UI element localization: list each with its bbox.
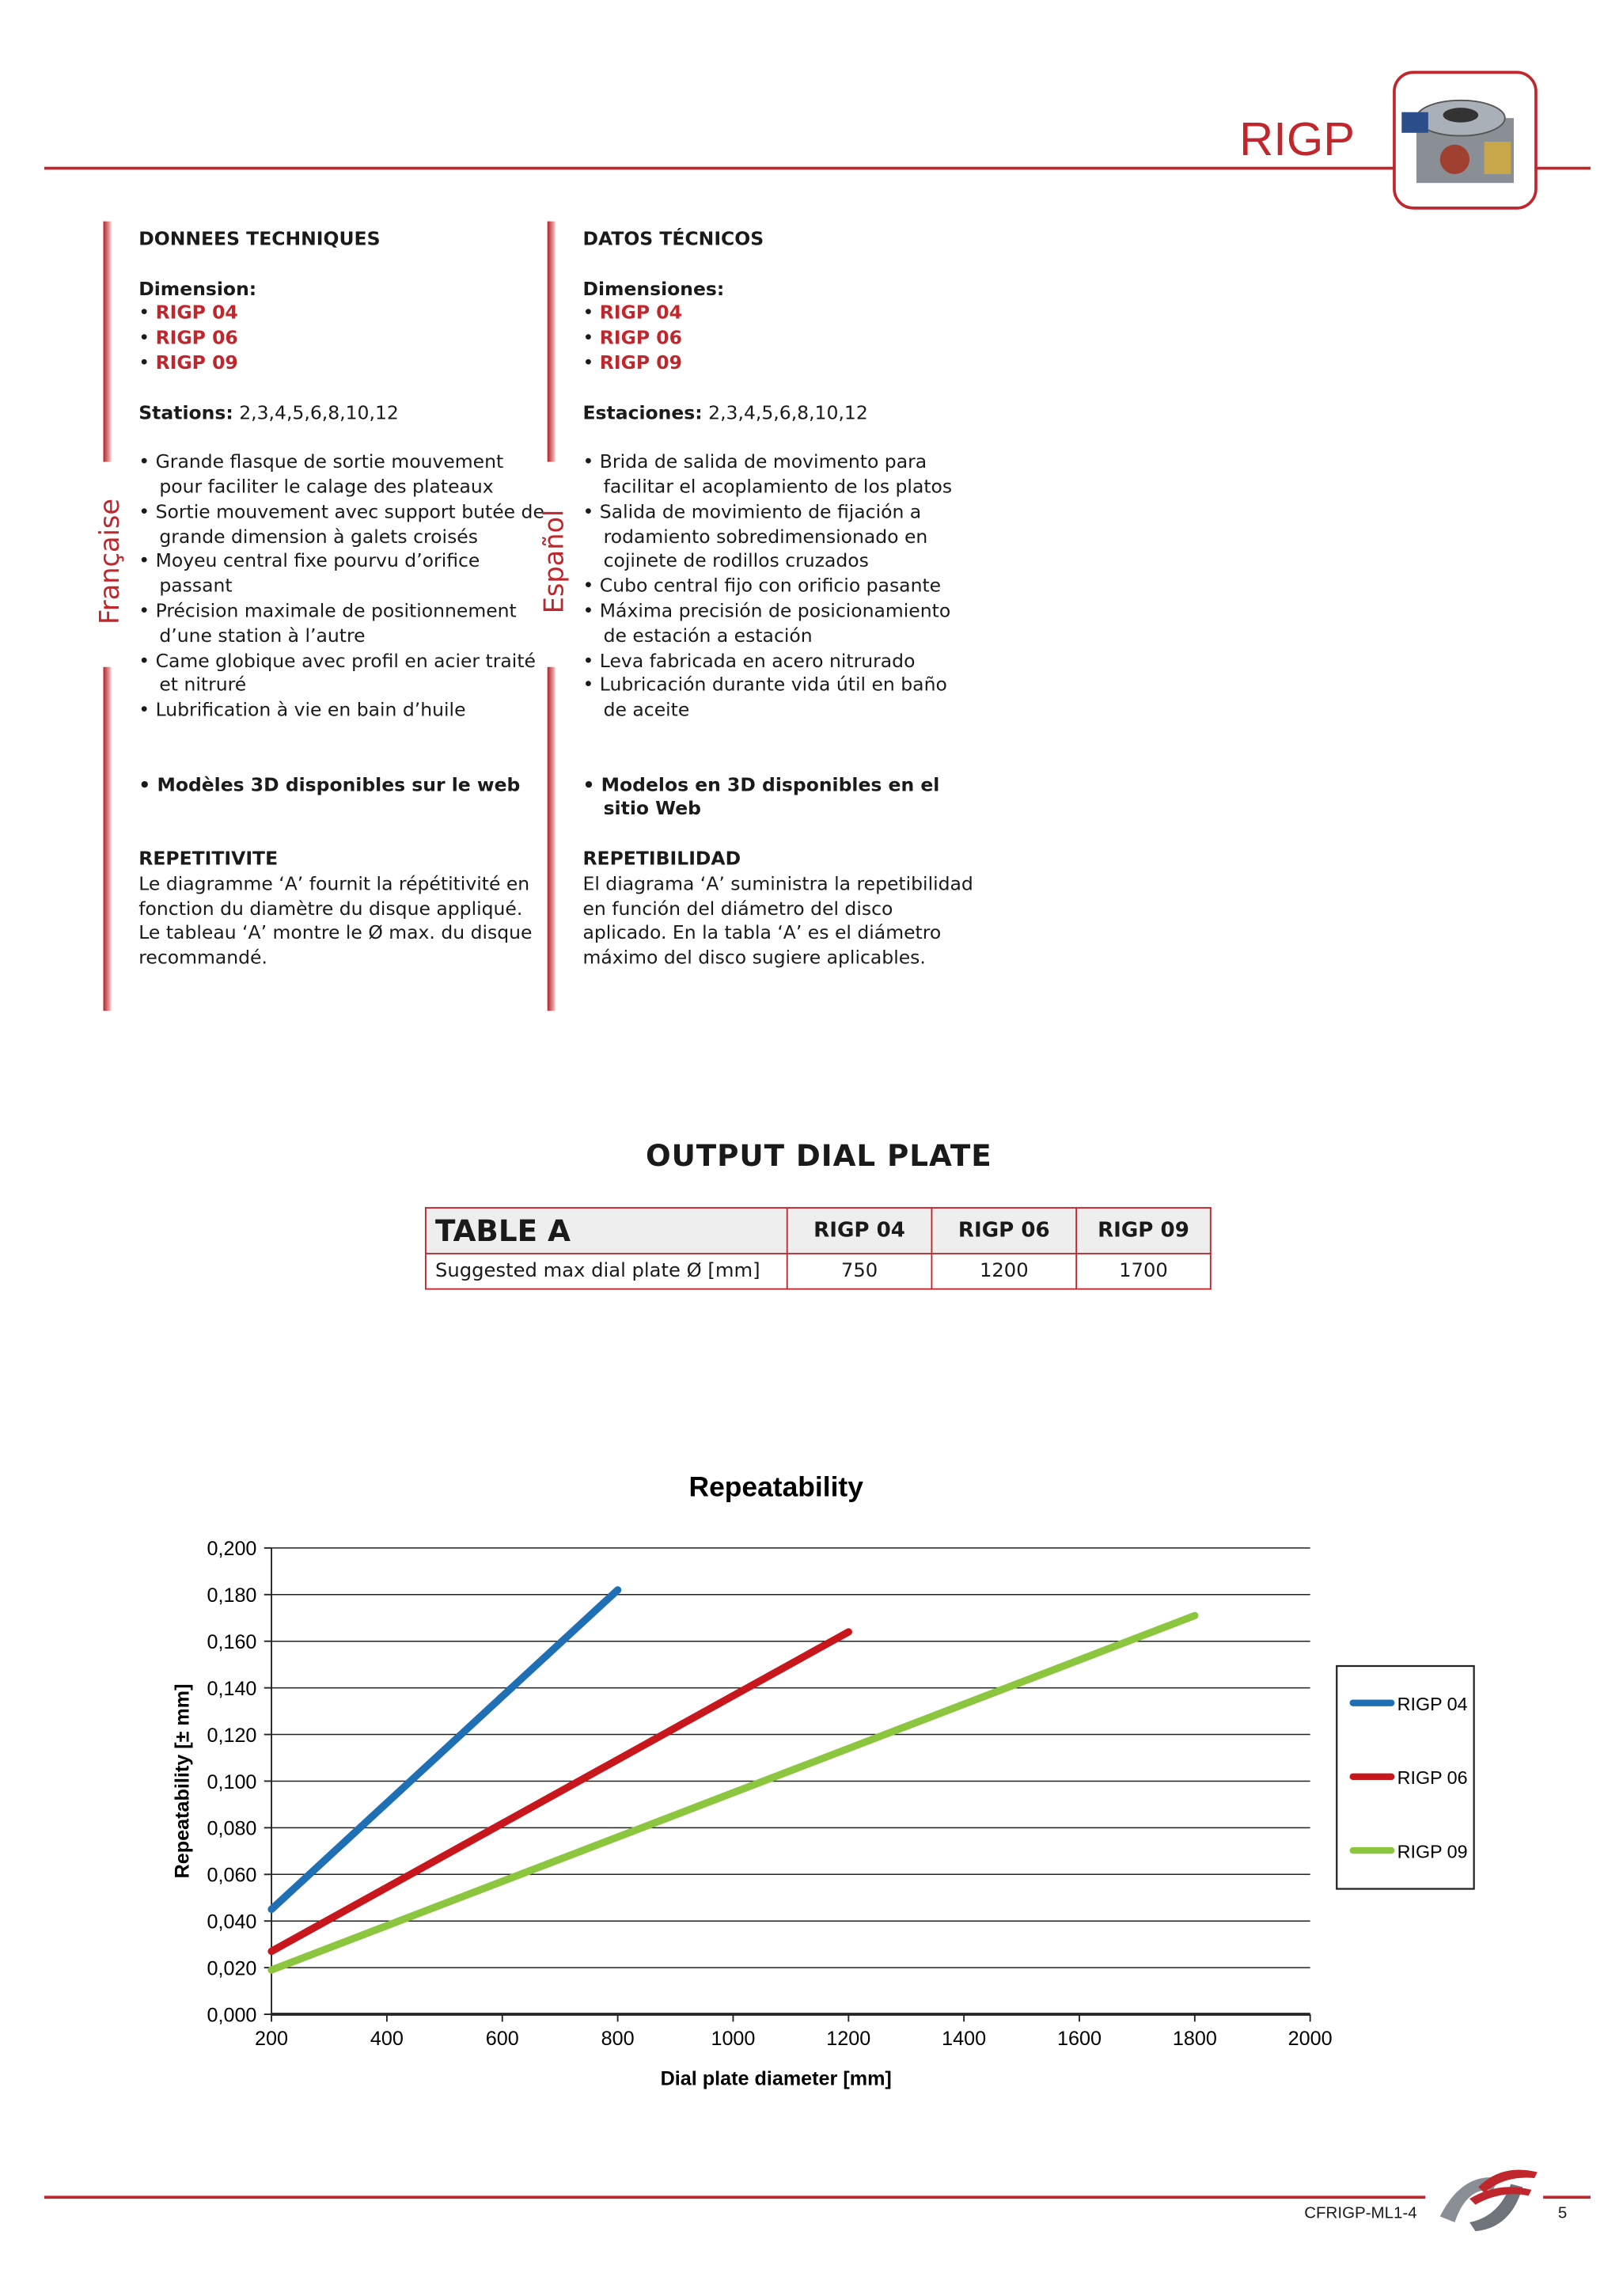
french-side-label: Française bbox=[95, 498, 127, 624]
product-image bbox=[1393, 70, 1538, 210]
spanish-accent-bar bbox=[547, 666, 556, 1011]
french-accent-bar bbox=[103, 666, 112, 1011]
model-item: RIGP 04 bbox=[599, 302, 682, 324]
series-line-rigp-09 bbox=[267, 1611, 1199, 1974]
model-item: RIGP 04 bbox=[155, 302, 238, 324]
legend-label: RIGP 06 bbox=[1397, 1767, 1468, 1788]
series-line-rigp-04 bbox=[267, 1586, 622, 1914]
feature-item: Sortie mouvement avec support butée de g… bbox=[155, 499, 544, 547]
y-tick-label: 0,160 bbox=[207, 1631, 256, 1653]
x-tick-label: 2000 bbox=[1288, 2028, 1333, 2050]
models-3d-note: Modelos en 3D disponibles en el sitio We… bbox=[601, 772, 940, 820]
feature-item: Précision maximale de positionnement d’u… bbox=[155, 598, 517, 647]
column-header: RIGP 04 bbox=[786, 1207, 933, 1254]
page-title: RIGP bbox=[1239, 112, 1356, 165]
table-cell: 1700 bbox=[1075, 1252, 1212, 1290]
column-header: RIGP 06 bbox=[931, 1207, 1078, 1254]
y-tick-label: 0,040 bbox=[207, 1911, 256, 1934]
company-logo bbox=[1425, 2169, 1544, 2232]
x-axis-label: Dial plate diameter [mm] bbox=[661, 2068, 892, 2090]
repeat-heading: REPETIBILIDAD bbox=[582, 847, 741, 870]
header-divider bbox=[44, 166, 1591, 170]
y-tick-label: 0,140 bbox=[207, 1678, 256, 1700]
x-tick-label: 1800 bbox=[1173, 2028, 1217, 2050]
feature-item: Lubrification à vie en bain d’huile bbox=[155, 698, 466, 721]
french-column: DONNEES TECHNIQUES Dimension: • RIGP 04 … bbox=[138, 227, 544, 971]
stations-label: Stations: bbox=[138, 400, 233, 423]
x-tick-label: 800 bbox=[601, 2028, 635, 2050]
feature-item: Salida de movimiento de fijación a rodam… bbox=[599, 499, 928, 572]
table-header-row: TABLE A RIGP 04 RIGP 06 RIGP 09 bbox=[424, 1207, 1212, 1254]
y-tick-label: 0,020 bbox=[207, 1957, 256, 1979]
x-tick-label: 400 bbox=[370, 2028, 404, 2050]
french-accent-bar bbox=[103, 221, 112, 462]
spanish-heading: DATOS TÉCNICOS bbox=[582, 227, 764, 250]
table-row: Suggested max dial plate Ø [mm] 750 1200… bbox=[424, 1252, 1212, 1290]
stations-label: Estaciones: bbox=[582, 400, 703, 423]
table-title: TABLE A bbox=[424, 1207, 788, 1254]
series-line-rigp-06 bbox=[267, 1628, 852, 1956]
spanish-side-label: Español bbox=[539, 509, 571, 614]
x-tick-label: 600 bbox=[486, 2028, 519, 2050]
section-title: OUTPUT DIAL PLATE bbox=[645, 1137, 992, 1174]
x-tick-label: 1400 bbox=[942, 2028, 986, 2050]
stations-value: 2,3,4,5,6,8,10,12 bbox=[702, 400, 868, 423]
legend-label: RIGP 09 bbox=[1397, 1841, 1468, 1861]
feature-item: Came globique avec profil en acier trait… bbox=[155, 648, 536, 696]
feature-item: Brida de salida de movimento para facili… bbox=[599, 450, 953, 498]
model-item: RIGP 09 bbox=[599, 351, 682, 374]
stations-value: 2,3,4,5,6,8,10,12 bbox=[233, 400, 399, 423]
legend-label: RIGP 04 bbox=[1397, 1694, 1468, 1714]
y-tick-label: 0,180 bbox=[207, 1584, 256, 1607]
feature-item: Lubricación durante vida útil en baño de… bbox=[599, 673, 947, 721]
models-3d-note: Modèles 3D disponibles sur le web bbox=[157, 772, 521, 795]
x-tick-label: 1600 bbox=[1057, 2028, 1102, 2050]
repeat-heading: REPETITIVITE bbox=[138, 847, 279, 870]
x-tick-label: 1000 bbox=[711, 2028, 755, 2050]
x-tick-label: 1200 bbox=[826, 2028, 870, 2050]
spanish-column: DATOS TÉCNICOS Dimensiones: • RIGP 04 • … bbox=[582, 227, 973, 971]
y-tick-label: 0,060 bbox=[207, 1865, 256, 1887]
model-item: RIGP 09 bbox=[155, 351, 238, 374]
model-item: RIGP 06 bbox=[155, 326, 238, 349]
footer-divider bbox=[44, 2195, 1591, 2199]
y-axis-label: Repeatability [± mm] bbox=[172, 1684, 194, 1879]
y-tick-label: 0,000 bbox=[207, 2004, 256, 2026]
chart-title: Repeatability bbox=[689, 1471, 864, 1503]
document-code: CFRIGP-ML1-4 bbox=[1304, 2204, 1417, 2222]
french-heading: DONNEES TECHNIQUES bbox=[138, 227, 381, 250]
spanish-accent-bar bbox=[547, 221, 556, 462]
y-tick-label: 0,200 bbox=[207, 1538, 256, 1560]
table-cell: 1200 bbox=[931, 1252, 1078, 1290]
feature-item: Máxima precisión de posicionamiento de e… bbox=[599, 598, 951, 647]
table-cell: 750 bbox=[786, 1252, 933, 1290]
y-tick-label: 0,100 bbox=[207, 1771, 256, 1793]
feature-item: Moyeu central fixe pourvu d’orifice pass… bbox=[155, 549, 480, 597]
model-item: RIGP 06 bbox=[599, 326, 682, 349]
column-header: RIGP 09 bbox=[1075, 1207, 1212, 1254]
y-tick-label: 0,120 bbox=[207, 1725, 256, 1747]
row-label: Suggested max dial plate Ø [mm] bbox=[424, 1252, 788, 1290]
y-tick-label: 0,080 bbox=[207, 1818, 256, 1840]
x-tick-label: 200 bbox=[255, 2028, 288, 2050]
repeat-text: Le diagramme ‘A’ fournit la répétitivité… bbox=[138, 871, 533, 969]
repeatability-chart: Repeatability 0,000 0,020 0,040 0,060 0,080 0,… bbox=[172, 1471, 1475, 2090]
feature-item: Leva fabricada en acero nitrurado bbox=[599, 648, 916, 671]
feature-item: Cubo central fijo con orificio pasante bbox=[599, 574, 942, 597]
feature-item: Grande flasque de sortie mouvement pour … bbox=[155, 450, 504, 498]
page-number: 5 bbox=[1557, 2204, 1568, 2222]
table-a: TABLE A RIGP 04 RIGP 06 RIGP 09 Suggeste… bbox=[424, 1207, 1212, 1290]
dimension-label: Dimensiones: bbox=[582, 276, 725, 299]
dimension-label: Dimension: bbox=[138, 276, 257, 299]
repeat-text: El diagrama ‘A’ suministra la repetibili… bbox=[582, 871, 973, 969]
